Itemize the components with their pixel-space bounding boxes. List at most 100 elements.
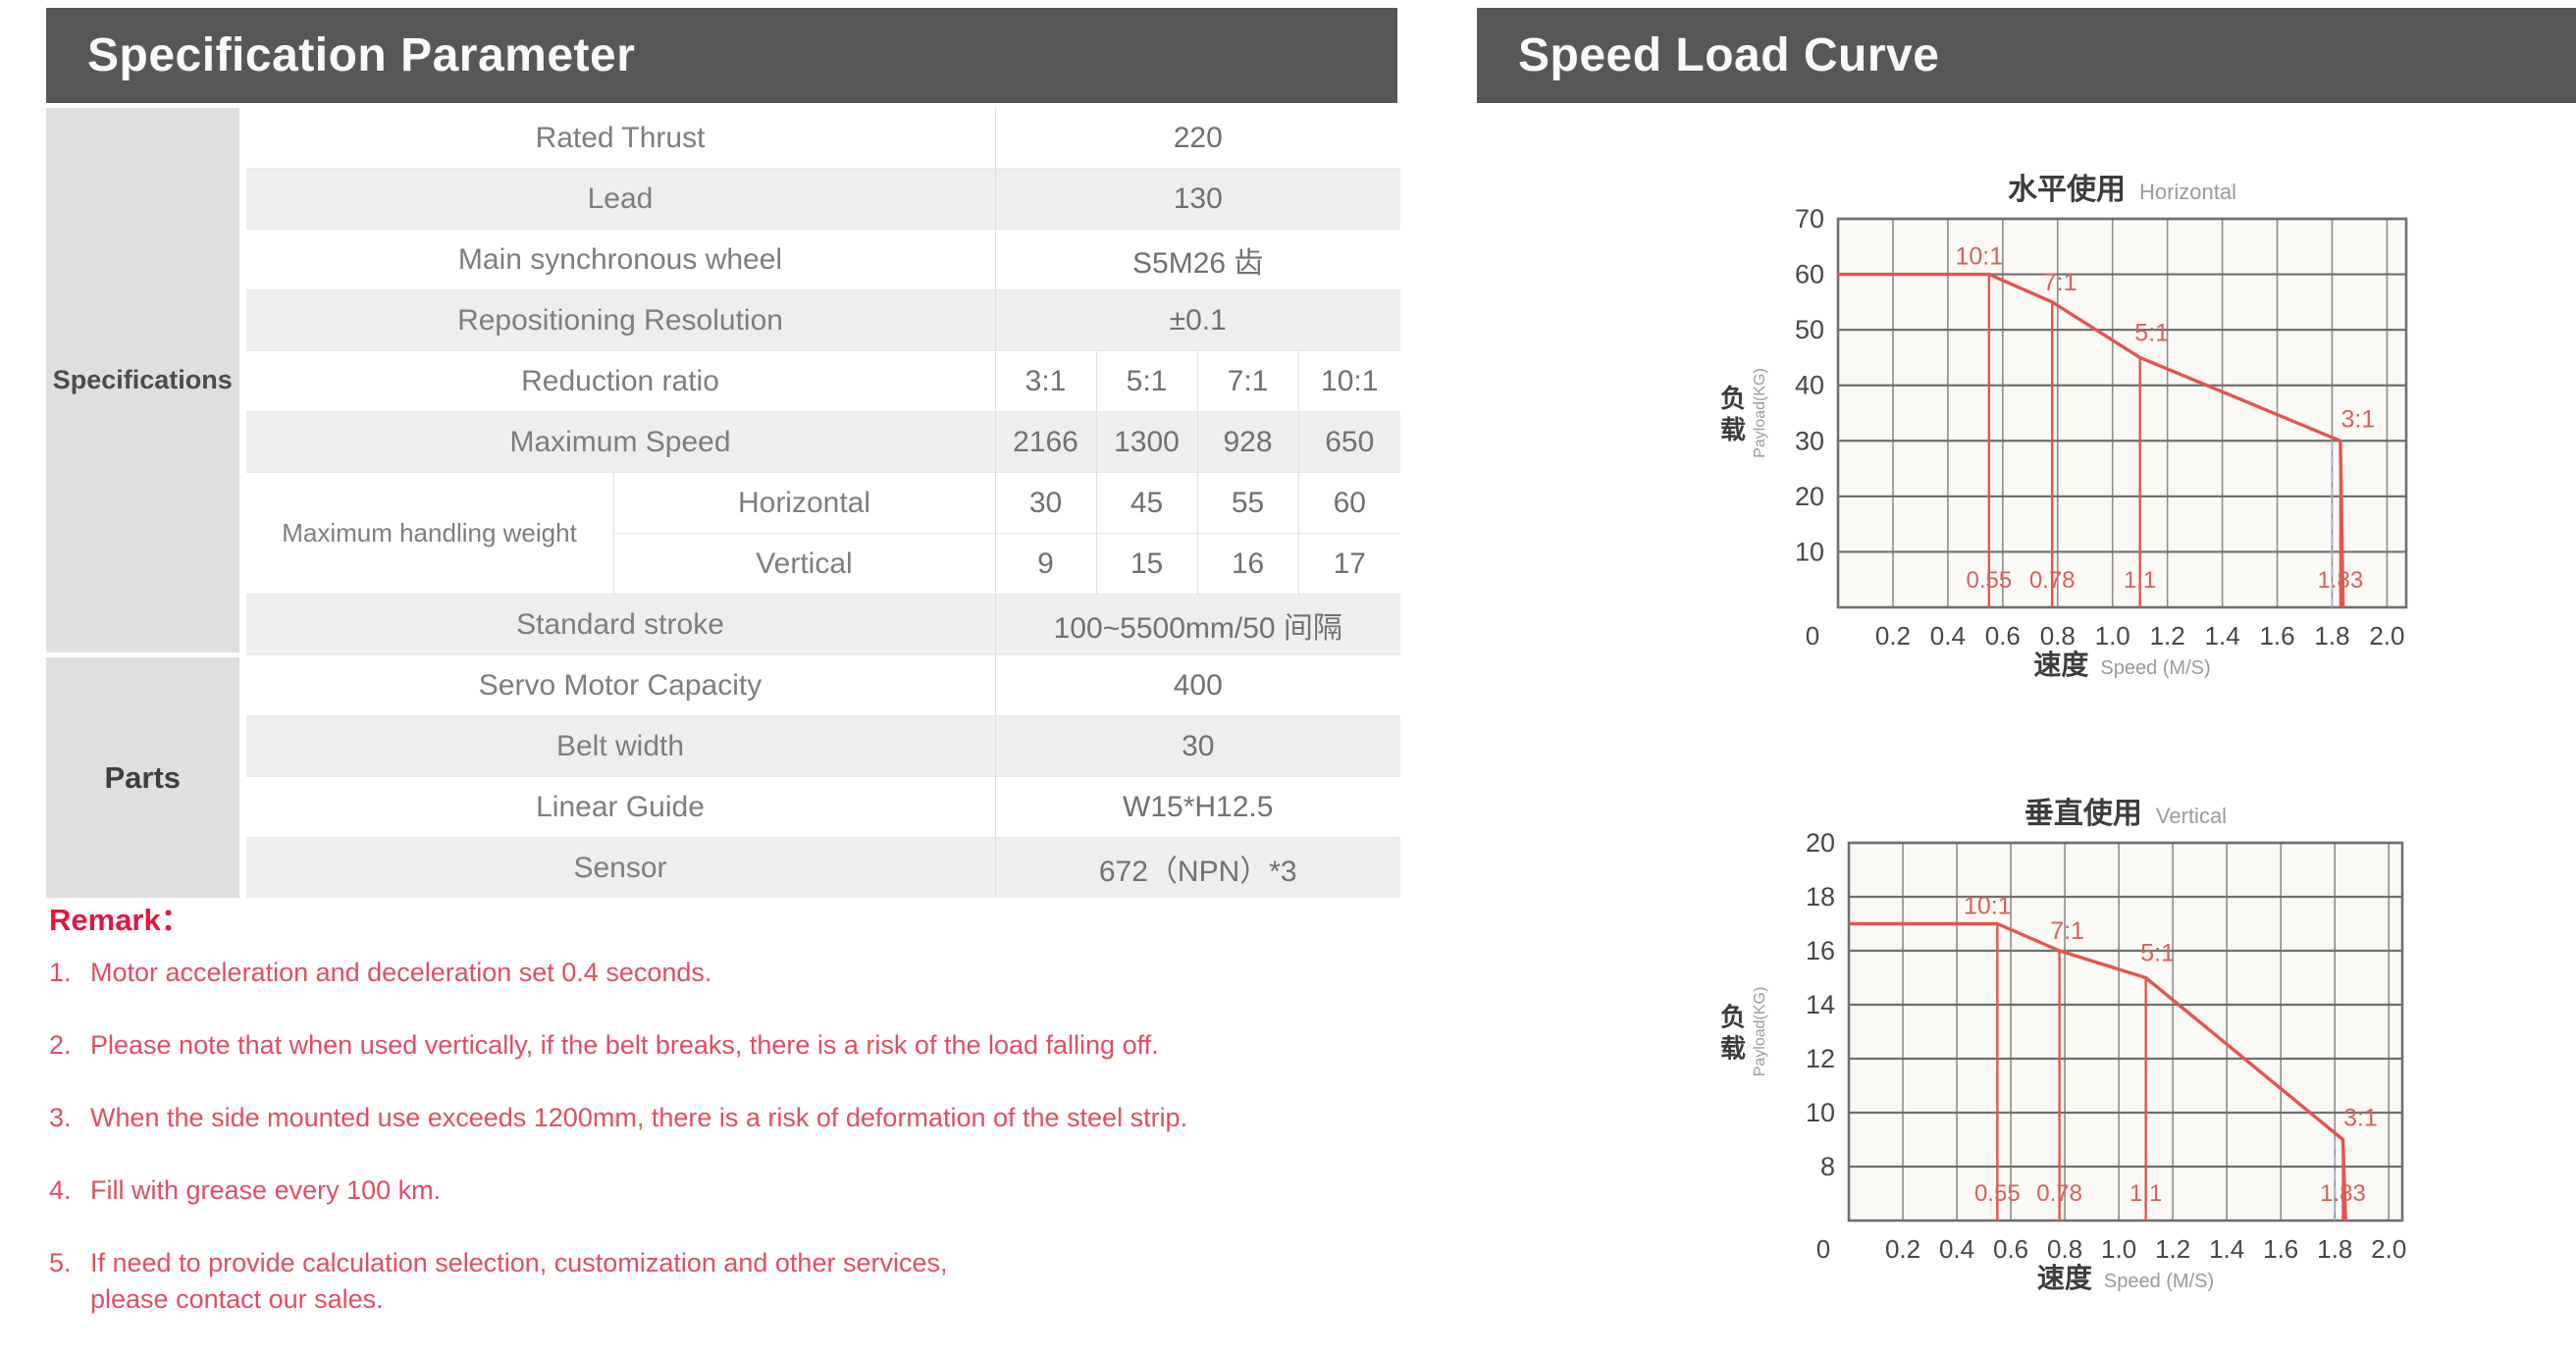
rated-thrust-value: 220 bbox=[994, 108, 1400, 169]
horizontal-value-1: 30 bbox=[994, 472, 1096, 534]
lead-label: Lead bbox=[242, 168, 995, 230]
remark-title: Remark： bbox=[49, 903, 191, 937]
maximum-speed-label: Maximum Speed bbox=[242, 411, 995, 473]
svg-text:载: 载 bbox=[1720, 1034, 1746, 1064]
remark-item-text: Motor acceleration and deceleration set … bbox=[90, 958, 712, 987]
reduction-ratio-label: Reduction ratio bbox=[242, 350, 995, 412]
svg-text:3:1: 3:1 bbox=[2340, 405, 2375, 433]
remark-item-5: 5. If need to provide calculation select… bbox=[49, 1245, 1443, 1318]
table-row: Standard stroke 100~5500mm/50 间隔 bbox=[46, 594, 1400, 655]
svg-text:5:1: 5:1 bbox=[2134, 319, 2169, 346]
table-row: Reduction ratio 3:1 5:1 7:1 10:1 bbox=[46, 350, 1400, 412]
horizontal-value-3: 55 bbox=[1196, 472, 1298, 534]
svg-text:5:1: 5:1 bbox=[2140, 940, 2175, 967]
svg-text:1.8: 1.8 bbox=[2314, 621, 2349, 651]
remark-item-number: 3. bbox=[49, 1103, 72, 1132]
vertical-value-4: 17 bbox=[1297, 533, 1400, 595]
svg-text:7:1: 7:1 bbox=[2050, 917, 2084, 945]
table-row: Maximum Speed 2166 1300 928 650 bbox=[46, 411, 1400, 473]
table-row: Sensor 672（NPN）*3 bbox=[46, 837, 1400, 898]
svg-text:1.4: 1.4 bbox=[2205, 621, 2240, 651]
svg-text:0.8: 0.8 bbox=[2047, 1234, 2082, 1264]
remark-item-text-line2: please contact our sales. bbox=[90, 1284, 384, 1314]
svg-text:0.8: 0.8 bbox=[2040, 621, 2076, 651]
reduction-ratio-5-1: 5:1 bbox=[1095, 350, 1197, 412]
table-row: Parts Servo Motor Capacity 400 bbox=[46, 652, 1400, 898]
remark-item-number: 5. bbox=[49, 1248, 72, 1277]
svg-text:12: 12 bbox=[1806, 1044, 1835, 1073]
svg-text:1.0: 1.0 bbox=[2101, 1234, 2136, 1264]
vertical-value-1: 9 bbox=[994, 533, 1096, 595]
svg-text:20: 20 bbox=[1806, 828, 1835, 858]
remark-item-text: Please note that when used vertically, i… bbox=[90, 1030, 1159, 1060]
reduction-ratio-7-1: 7:1 bbox=[1196, 350, 1298, 412]
main-synchronous-wheel-value: S5M26 齿 bbox=[994, 229, 1400, 290]
svg-text:60: 60 bbox=[1795, 260, 1824, 289]
svg-text:0: 0 bbox=[1806, 621, 1819, 651]
maximum-speed-value-1: 2166 bbox=[994, 411, 1096, 473]
remark-item-text-line1: If need to provide calculation selection… bbox=[90, 1248, 948, 1277]
horizontal-label: Horizontal bbox=[612, 472, 995, 534]
standard-stroke-value: 100~5500mm/50 间隔 bbox=[994, 594, 1400, 655]
remark-item-text: When the side mounted use exceeds 1200mm… bbox=[90, 1103, 1188, 1132]
speed-load-curve-header: Speed Load Curve bbox=[1477, 8, 2576, 103]
svg-text:0.4: 0.4 bbox=[1939, 1234, 1974, 1264]
svg-text:18: 18 bbox=[1806, 882, 1835, 911]
svg-text:Payload(KG): Payload(KG) bbox=[1752, 987, 1768, 1077]
svg-text:1.2: 1.2 bbox=[2155, 1234, 2190, 1264]
svg-text:10: 10 bbox=[1806, 1098, 1835, 1127]
table-row: Specifications Rated Thrust 220 bbox=[46, 108, 1400, 655]
svg-text:10:1: 10:1 bbox=[1964, 893, 2012, 920]
svg-text:1.4: 1.4 bbox=[2209, 1234, 2244, 1264]
svg-text:1.83: 1.83 bbox=[2320, 1180, 2366, 1207]
rated-thrust-label: Rated Thrust bbox=[242, 108, 995, 169]
horizontal-speed-load-chart: 10:1 0.55 7:1 0.78 5:1 1.1 3:1 1.83 70 60 50 40 30 20… bbox=[1708, 137, 2493, 706]
vertical-label: Vertical bbox=[612, 533, 995, 595]
svg-text:7:1: 7:1 bbox=[2043, 269, 2077, 296]
svg-text:0.2: 0.2 bbox=[1885, 1234, 1920, 1264]
servo-motor-capacity-value: 400 bbox=[994, 654, 1400, 716]
repositioning-resolution-label: Repositioning Resolution bbox=[242, 289, 995, 351]
specification-parameter-header: Specification Parameter bbox=[46, 8, 1397, 103]
linear-guide-label: Linear Guide bbox=[242, 776, 995, 838]
remark-item-number: 4. bbox=[49, 1175, 72, 1205]
table-row: Repositioning Resolution ±0.1 bbox=[46, 289, 1400, 351]
table-row: Lead 130 bbox=[46, 168, 1400, 230]
svg-text:0.6: 0.6 bbox=[1993, 1234, 2028, 1264]
vertical-value-2: 15 bbox=[1095, 533, 1197, 595]
main-synchronous-wheel-label: Main synchronous wheel bbox=[242, 229, 995, 290]
svg-text:14: 14 bbox=[1806, 990, 1835, 1019]
svg-text:1.6: 1.6 bbox=[2259, 621, 2294, 651]
reduction-ratio-10-1: 10:1 bbox=[1297, 350, 1400, 412]
svg-text:0.78: 0.78 bbox=[2036, 1180, 2082, 1207]
remark-item-number: 1. bbox=[49, 958, 72, 987]
svg-text:3:1: 3:1 bbox=[2343, 1105, 2378, 1132]
svg-text:载: 载 bbox=[1720, 415, 1746, 444]
svg-text:0.2: 0.2 bbox=[1875, 621, 1911, 651]
remark-section: Remark： 1. Motor acceleration and decele… bbox=[49, 895, 1443, 1354]
svg-text:1.1: 1.1 bbox=[2129, 1180, 2162, 1207]
maximum-speed-value-3: 928 bbox=[1196, 411, 1298, 473]
svg-text:0.55: 0.55 bbox=[1966, 567, 2012, 594]
svg-text:50: 50 bbox=[1795, 315, 1824, 344]
reduction-ratio-3-1: 3:1 bbox=[994, 350, 1096, 412]
remark-item-text: If need to provide calculation selection… bbox=[90, 1245, 1443, 1318]
group-specifications: Specifications bbox=[46, 108, 246, 655]
svg-text:1.2: 1.2 bbox=[2150, 621, 2185, 651]
servo-motor-capacity-label: Servo Motor Capacity bbox=[242, 654, 995, 716]
maximum-speed-value-2: 1300 bbox=[1095, 411, 1197, 473]
svg-text:Payload(KG): Payload(KG) bbox=[1752, 368, 1768, 458]
svg-text:1.1: 1.1 bbox=[2124, 567, 2156, 594]
remark-item-text: Fill with grease every 100 km. bbox=[90, 1175, 442, 1205]
maximum-handling-weight-label: Maximum handling weight bbox=[242, 472, 613, 595]
horizontal-value-2: 45 bbox=[1095, 472, 1197, 534]
vertical-speed-load-chart: 10:1 0.55 7:1 0.78 5:1 1.1 3:1 1.83 20 18 16 14 12 10… bbox=[1708, 765, 2493, 1348]
svg-text:2.0: 2.0 bbox=[2371, 1234, 2406, 1264]
repositioning-resolution-value: ±0.1 bbox=[994, 289, 1400, 351]
lead-value: 130 bbox=[994, 168, 1400, 230]
